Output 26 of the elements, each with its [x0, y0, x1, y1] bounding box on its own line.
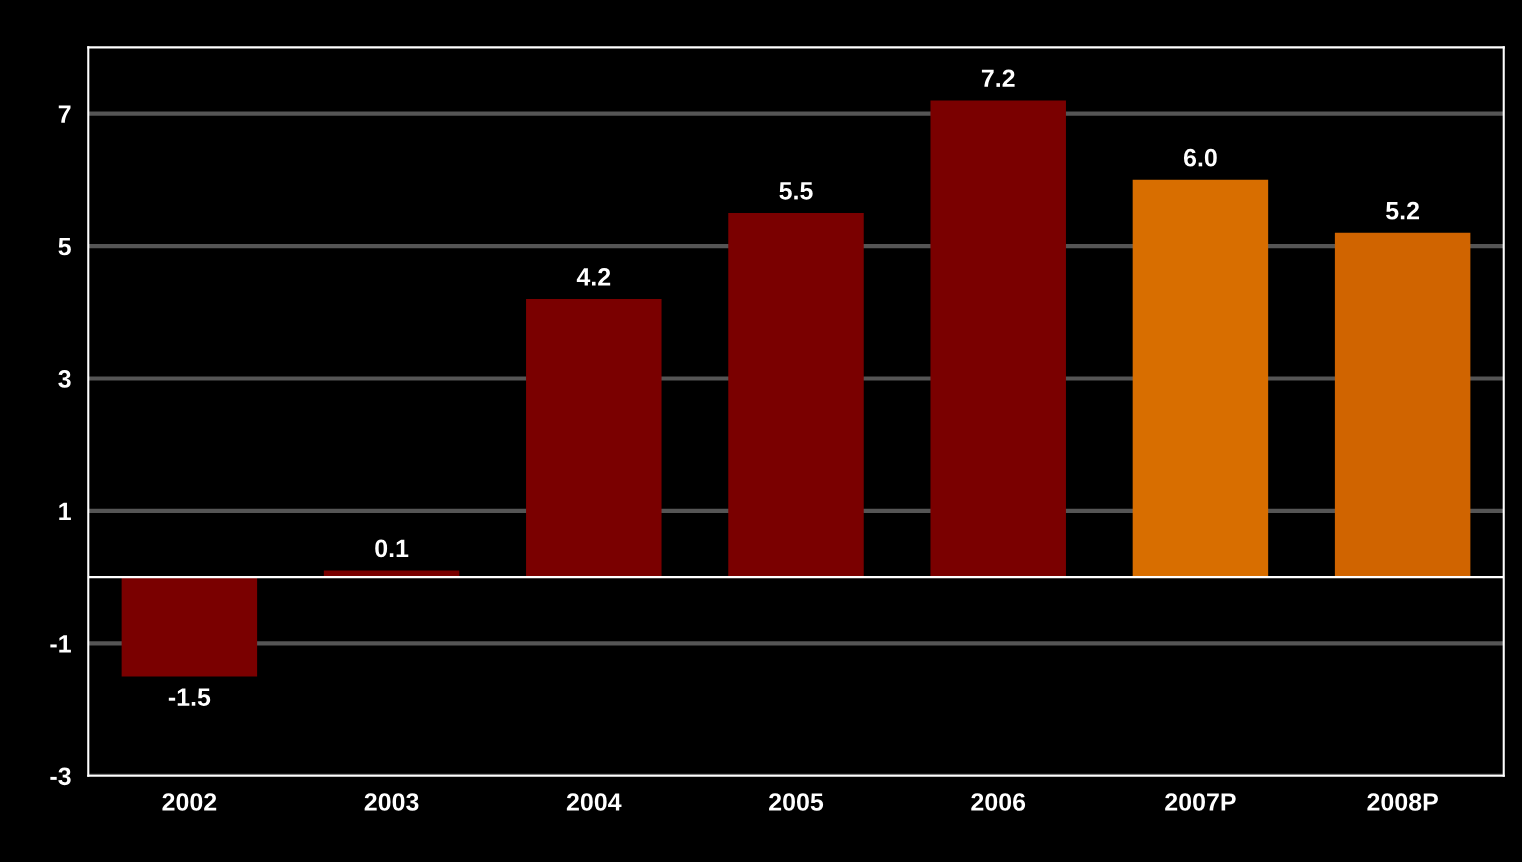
y-tick-label: 7 [58, 105, 71, 123]
x-tick-label: 2003 [364, 793, 419, 811]
x-tick-label: 2002 [162, 793, 217, 811]
data-label: 6.0 [1183, 148, 1217, 167]
x-tick-label: 2006 [971, 793, 1026, 811]
x-tick-label: 2008P [1367, 793, 1438, 811]
bar [121, 577, 258, 677]
bar [1334, 232, 1471, 578]
bar [526, 299, 662, 578]
bar [930, 100, 1066, 578]
x-tick-label: 2007P [1165, 793, 1236, 811]
data-label: 5.2 [1386, 201, 1420, 220]
data-label: 0.1 [375, 539, 409, 558]
y-tick-label: 5 [58, 237, 71, 256]
data-label: -1.5 [168, 688, 211, 706]
x-tick-label: 2004 [566, 793, 622, 811]
y-tick-label: -3 [50, 767, 71, 786]
bar [1132, 179, 1269, 578]
data-label: 7.2 [981, 69, 1015, 87]
data-label: 4.2 [576, 268, 611, 286]
y-tick-label: 3 [58, 370, 71, 388]
bar [728, 212, 864, 578]
data-label: 5.5 [779, 182, 813, 200]
y-tick-label: 1 [59, 502, 71, 520]
y-tick-label: -1 [50, 635, 71, 653]
x-tick-label: 2005 [769, 793, 824, 811]
